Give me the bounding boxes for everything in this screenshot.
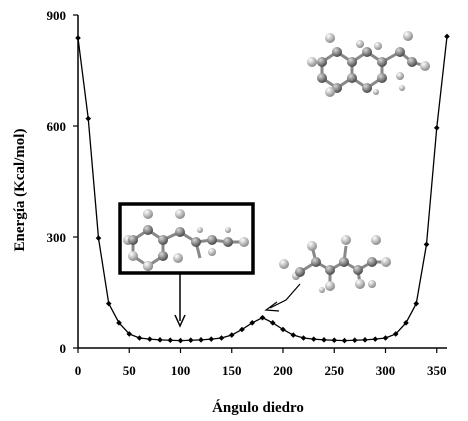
data-point bbox=[259, 314, 266, 321]
data-point bbox=[126, 331, 133, 337]
molecule-icon-boxed bbox=[123, 209, 249, 271]
y-tick-label: 300 bbox=[47, 230, 67, 245]
x-tick-label: 350 bbox=[427, 363, 447, 378]
data-point bbox=[290, 332, 297, 338]
peak-pointer-head bbox=[264, 301, 280, 312]
data-point bbox=[75, 35, 81, 41]
data-point bbox=[310, 336, 317, 342]
x-tick-label: 150 bbox=[222, 363, 242, 378]
data-point bbox=[413, 300, 420, 307]
x-axis-title: Ángulo diedro bbox=[212, 399, 304, 416]
x-tick-label: 0 bbox=[75, 363, 82, 378]
arrow-down-head bbox=[174, 314, 186, 328]
data-point bbox=[372, 336, 379, 342]
data-point bbox=[300, 335, 307, 341]
data-point bbox=[136, 335, 143, 341]
data-point bbox=[433, 125, 440, 131]
data-point bbox=[85, 115, 92, 122]
molecule-box bbox=[118, 202, 255, 275]
data-point bbox=[239, 326, 245, 333]
x-tick-label: 50 bbox=[123, 363, 136, 378]
data-point bbox=[228, 332, 235, 338]
y-tick-label: 0 bbox=[60, 341, 67, 356]
data-point bbox=[341, 337, 348, 344]
data-point bbox=[157, 337, 163, 343]
data-point bbox=[362, 337, 368, 343]
x-tick-label: 100 bbox=[171, 363, 191, 378]
y-ticks: 0 300 600 900 bbox=[47, 8, 78, 356]
data-point bbox=[392, 331, 399, 337]
data-point bbox=[208, 336, 215, 342]
data-point bbox=[167, 337, 174, 344]
data-point bbox=[146, 336, 153, 342]
data-point bbox=[423, 241, 430, 248]
top-right-molecule-annotation bbox=[307, 31, 430, 97]
x-tick-label: 200 bbox=[273, 363, 293, 378]
data-point bbox=[321, 337, 327, 343]
y-tick-label: 900 bbox=[47, 8, 67, 23]
data-point bbox=[187, 337, 194, 344]
data-point bbox=[218, 335, 225, 341]
peak-pointer-line bbox=[269, 283, 301, 309]
data-point bbox=[351, 337, 358, 344]
series-energy bbox=[75, 33, 450, 344]
data-point bbox=[382, 335, 389, 341]
data-point bbox=[116, 320, 122, 326]
x-tick-label: 300 bbox=[376, 363, 396, 378]
y-axis-title: Energía (Kcal/mol) bbox=[12, 129, 28, 252]
data-point bbox=[331, 337, 338, 344]
data-point bbox=[249, 320, 256, 326]
x-tick-label: 250 bbox=[325, 363, 345, 378]
data-point bbox=[269, 320, 276, 326]
peak-molecule-annotation bbox=[264, 235, 391, 312]
data-point bbox=[95, 235, 102, 241]
molecule-icon-top-right bbox=[307, 31, 430, 97]
data-point bbox=[177, 337, 184, 344]
molecule-icon-peak bbox=[279, 235, 391, 293]
data-point bbox=[444, 33, 450, 40]
axes: 0 50 100 150 200 250 300 350 0 300 600 900 bbox=[47, 8, 447, 378]
data-point bbox=[198, 337, 204, 343]
y-tick-label: 600 bbox=[47, 119, 67, 134]
series-line bbox=[77, 36, 448, 342]
data-point bbox=[403, 320, 409, 326]
data-point bbox=[280, 326, 286, 333]
x-ticks: 0 50 100 150 200 250 300 350 bbox=[75, 348, 447, 378]
data-point bbox=[105, 300, 112, 307]
boxed-molecule-annotation bbox=[118, 202, 255, 328]
